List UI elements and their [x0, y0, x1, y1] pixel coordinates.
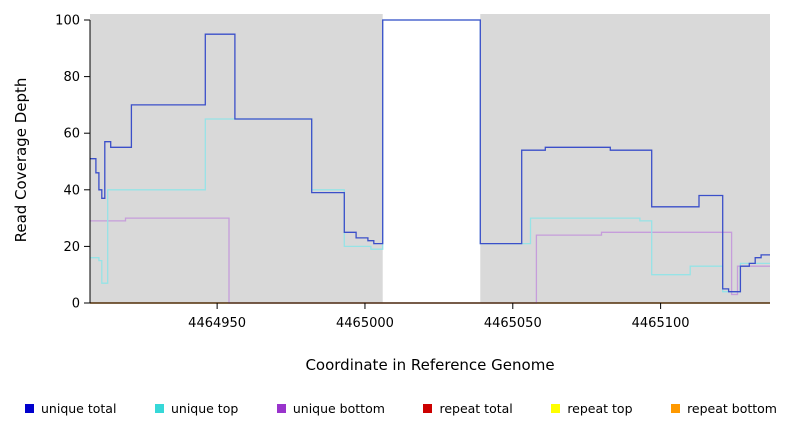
legend-item: unique bottom [276, 401, 385, 416]
y-tick-label: 20 [63, 240, 80, 255]
y-tick-label: 0 [72, 297, 80, 312]
x-tick-label: 4465000 [336, 316, 394, 331]
y-axis-title: Read Coverage Depth [12, 78, 30, 243]
legend-item: unique top [154, 401, 239, 416]
legend-label: repeat bottom [687, 401, 777, 416]
y-tick-label: 60 [63, 127, 80, 142]
legend-item: repeat top [551, 401, 633, 416]
legend-item: repeat bottom [671, 401, 777, 416]
y-tick-label: 100 [55, 14, 80, 29]
x-tick-label: 4465100 [632, 316, 690, 331]
legend-item: unique total [25, 401, 116, 416]
legend-swatch [551, 404, 561, 413]
x-tick-label: 4465050 [484, 316, 542, 331]
x-axis-title: Coordinate in Reference Genome [305, 356, 554, 374]
legend-label: unique bottom [292, 401, 385, 416]
plot-layer: 0 20 40 60 80 100 4464950 4465000 4465050 4465100 [55, 14, 770, 331]
legend-label: repeat top [567, 401, 633, 416]
legend-swatch [423, 404, 433, 413]
legend-swatch [276, 404, 286, 413]
legend-label: unique top [170, 401, 239, 416]
y-tick-label: 40 [63, 183, 80, 198]
legend-swatch [671, 404, 681, 413]
legend-swatch [154, 404, 164, 413]
coverage-chart: 0 20 40 60 80 100 4464950 4465000 4465050 4465100… [12, 14, 770, 374]
legend: unique total unique top unique bottom repea… [25, 401, 777, 416]
x-tick-label: 4464950 [188, 316, 246, 331]
legend-label: unique total [41, 401, 117, 416]
series-line-unique-bottom [90, 217, 770, 304]
legend-item: repeat total [423, 401, 513, 416]
unshaded-region [382, 14, 481, 303]
legend-swatch [25, 404, 34, 413]
legend-label: repeat total [439, 401, 513, 416]
series-line-unique-total [90, 19, 770, 293]
y-tick-label: 80 [63, 70, 80, 85]
